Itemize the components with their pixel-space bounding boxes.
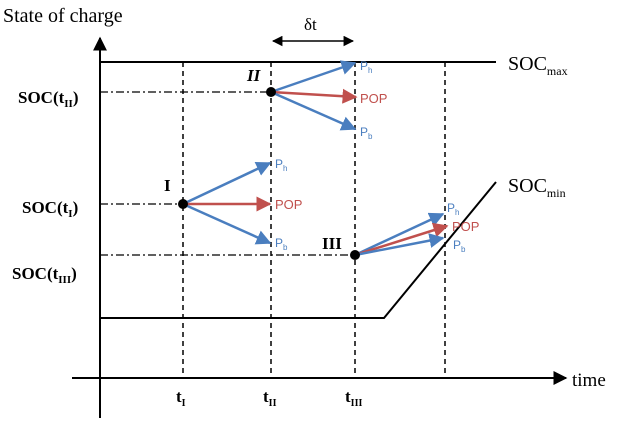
state1-pop-label: POP [275,197,302,212]
state3-pop-label: POP [452,219,479,234]
tick-t3: tIII [345,387,362,409]
state2-arrow-ph [270,60,357,94]
state3-label: III [322,234,342,253]
soc-t2-label: SOC(tII) [18,88,79,110]
soc-min-label: SOCmin [508,175,566,200]
state3-point [350,250,360,260]
y-axis-label: State of charge [3,5,123,27]
state2-ph-label: Ph [360,59,372,75]
state3-arrow-ph [354,212,445,257]
state2-arrow-pop [270,88,358,104]
state3-pb-label: Pb [453,238,466,254]
state1-arrow-pb [182,202,272,245]
state2-pb-label: Pb [360,125,373,141]
state1-pb-label: Pb [275,236,288,252]
x-axis-label: time [572,370,606,391]
state2-arrow-pb [270,90,357,131]
state1-ph-label: Ph [275,157,287,173]
state1-point [178,199,188,209]
tick-t1: tI [176,387,186,409]
state1-arrow-ph [182,161,272,206]
state3-arrow-pop [354,222,449,257]
state2-point [266,87,276,97]
state3-ph-label: Ph [447,201,459,217]
state3-arrow-pb [354,233,445,257]
soc-t1-label: SOC(tI) [22,198,78,220]
soc-min-line [100,181,497,319]
tick-t2: tII [263,387,277,409]
state2-pop-label: POP [360,91,387,106]
state1-label: I [164,176,171,195]
delta-t-label: δt [304,15,317,34]
soc-max-label: SOCmax [508,53,568,78]
state2-label: II [246,66,262,85]
soc-t3-label: SOC(tIII) [12,264,77,286]
